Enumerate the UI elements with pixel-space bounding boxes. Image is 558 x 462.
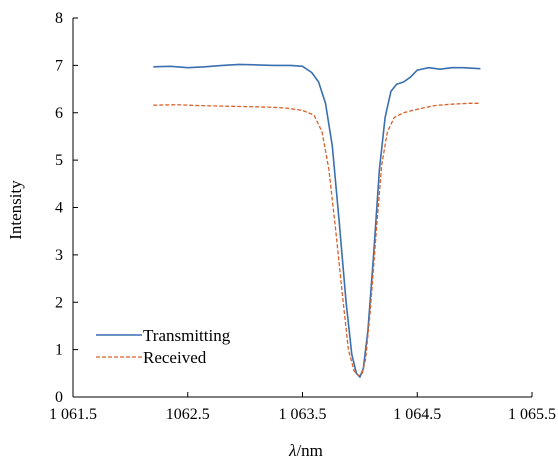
y-axis-title: Intensity bbox=[6, 180, 25, 240]
y-tick-label: 7 bbox=[55, 57, 63, 74]
y-tick-label: 0 bbox=[55, 389, 63, 406]
x-axis-title: λ/nm bbox=[288, 441, 323, 460]
series-line-received bbox=[153, 102, 481, 377]
x-tick-label: 1 065.5 bbox=[508, 406, 556, 423]
x-axis-ticks: 1 061.5 1062.5 1 063.5 1 064.5 1 065.5 bbox=[49, 392, 556, 423]
legend-label-transmitting: Transmitting bbox=[143, 326, 231, 345]
x-axis-unit: /nm bbox=[296, 441, 322, 460]
series-line-transmitting bbox=[153, 63, 481, 378]
x-tick-label: 1062.5 bbox=[166, 406, 210, 423]
y-tick-label: 1 bbox=[55, 342, 63, 359]
y-tick-label: 8 bbox=[55, 10, 63, 27]
y-tick-label: 6 bbox=[55, 105, 63, 122]
legend: Transmitting Received bbox=[96, 326, 231, 367]
x-tick-label: 1 064.5 bbox=[393, 406, 441, 423]
x-axis-variable: λ bbox=[288, 441, 296, 460]
x-tick-label: 1 063.5 bbox=[279, 406, 327, 423]
y-tick-label: 4 bbox=[55, 200, 63, 217]
legend-label-received: Received bbox=[143, 348, 207, 367]
plot-frame bbox=[72, 18, 532, 398]
y-tick-label: 2 bbox=[55, 294, 63, 311]
series-layer bbox=[153, 63, 481, 378]
x-tick-label: 1 061.5 bbox=[49, 406, 97, 423]
y-tick-label: 3 bbox=[55, 247, 63, 264]
y-tick-label: 5 bbox=[55, 152, 63, 169]
y-axis-ticks: 0 1 2 3 4 5 6 7 8 bbox=[55, 10, 78, 406]
